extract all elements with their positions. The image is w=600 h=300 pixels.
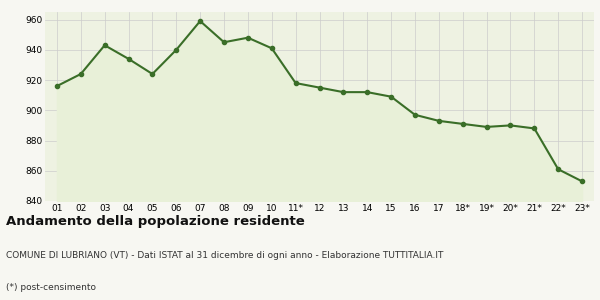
Text: Andamento della popolazione residente: Andamento della popolazione residente: [6, 214, 305, 227]
Text: COMUNE DI LUBRIANO (VT) - Dati ISTAT al 31 dicembre di ogni anno - Elaborazione : COMUNE DI LUBRIANO (VT) - Dati ISTAT al …: [6, 250, 443, 260]
Text: (*) post-censimento: (*) post-censimento: [6, 284, 96, 292]
